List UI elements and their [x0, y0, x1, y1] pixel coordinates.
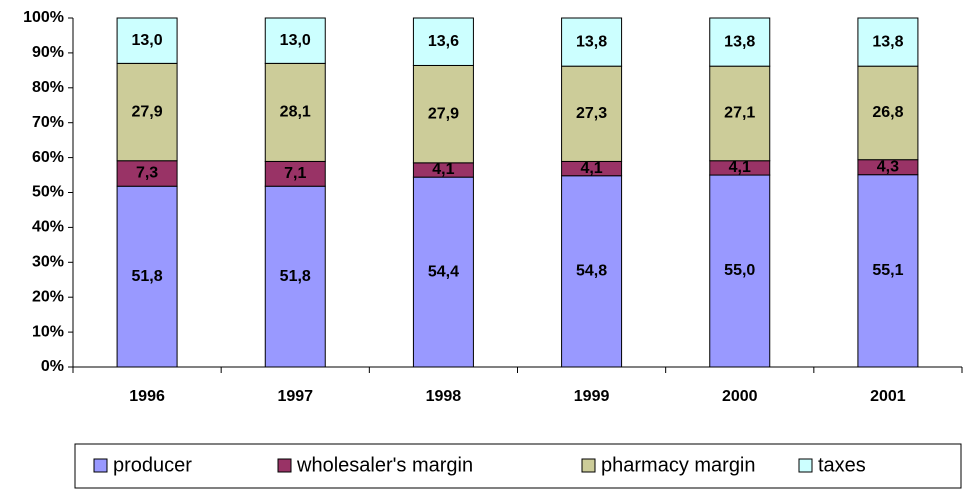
data-label: 27,9 — [428, 105, 459, 122]
legend-label: taxes — [818, 454, 866, 476]
x-tick-label: 1997 — [277, 388, 313, 405]
bar-segment — [857, 17, 919, 67]
data-label: 13,0 — [280, 32, 311, 49]
data-label: 13,8 — [872, 33, 903, 50]
legend-box — [74, 443, 962, 489]
bar-segment — [709, 17, 771, 67]
y-tick-label: 90% — [32, 44, 64, 61]
legend-label: pharmacy margin — [601, 454, 756, 476]
y-tick-label: 50% — [32, 184, 64, 201]
x-tick-label: 2000 — [722, 388, 758, 405]
legend-swatch — [581, 458, 596, 473]
bar-segment — [116, 17, 178, 64]
x-tick-label: 2001 — [870, 388, 906, 405]
data-label: 27,1 — [724, 105, 755, 122]
data-label: 7,1 — [284, 165, 306, 182]
y-tick-label: 30% — [32, 254, 64, 271]
legend-swatch — [93, 458, 108, 473]
y-tick-label: 0% — [41, 358, 64, 375]
bar-segment — [264, 17, 326, 64]
bar-segment — [264, 185, 326, 368]
y-tick-label: 10% — [32, 323, 64, 340]
data-label: 54,4 — [428, 263, 459, 280]
y-tick-label: 20% — [32, 288, 64, 305]
data-label: 55,0 — [724, 262, 755, 279]
bar-segment — [264, 160, 326, 187]
bar-segment — [561, 65, 623, 162]
data-label: 51,8 — [132, 268, 163, 285]
x-tick-label: 1996 — [129, 388, 165, 405]
data-label: 13,8 — [724, 33, 755, 50]
y-tick-label: 80% — [32, 79, 64, 96]
data-label: 4,1 — [580, 160, 602, 177]
data-label: 13,8 — [576, 33, 607, 50]
data-label: 7,3 — [136, 165, 158, 182]
bar-segment — [412, 176, 474, 368]
data-label: 26,8 — [872, 104, 903, 121]
data-label: 55,1 — [872, 262, 903, 279]
bar-segment — [264, 62, 326, 162]
bar-segment — [116, 185, 178, 368]
bar-segment — [561, 175, 623, 368]
data-label: 28,1 — [280, 104, 311, 121]
data-label: 4,3 — [877, 158, 899, 175]
bar-segment — [116, 62, 178, 162]
bar-segment — [412, 17, 474, 66]
y-tick-label: 100% — [23, 9, 64, 26]
data-label: 4,1 — [729, 159, 751, 176]
x-tick-label: 1999 — [574, 388, 610, 405]
data-label: 51,8 — [280, 268, 311, 285]
bar-segment — [857, 174, 919, 368]
y-tick-label: 40% — [32, 219, 64, 236]
data-label: 13,6 — [428, 33, 459, 50]
y-tick-label: 70% — [32, 114, 64, 131]
data-label: 54,8 — [576, 263, 607, 280]
data-label: 27,3 — [576, 105, 607, 122]
legend-label: wholesaler's margin — [296, 454, 473, 476]
data-label: 4,1 — [432, 161, 454, 178]
legend-swatch — [798, 458, 813, 473]
legend-label: producer — [113, 454, 192, 476]
data-label: 27,9 — [132, 103, 163, 120]
legend-swatch — [277, 458, 292, 473]
bar-segment — [857, 65, 919, 161]
y-tick-label: 60% — [32, 149, 64, 166]
data-label: 13,0 — [132, 32, 163, 49]
bar-segment — [709, 65, 771, 162]
bar-segment — [116, 160, 178, 187]
bar-segment — [561, 17, 623, 67]
x-tick-label: 1998 — [426, 388, 462, 405]
